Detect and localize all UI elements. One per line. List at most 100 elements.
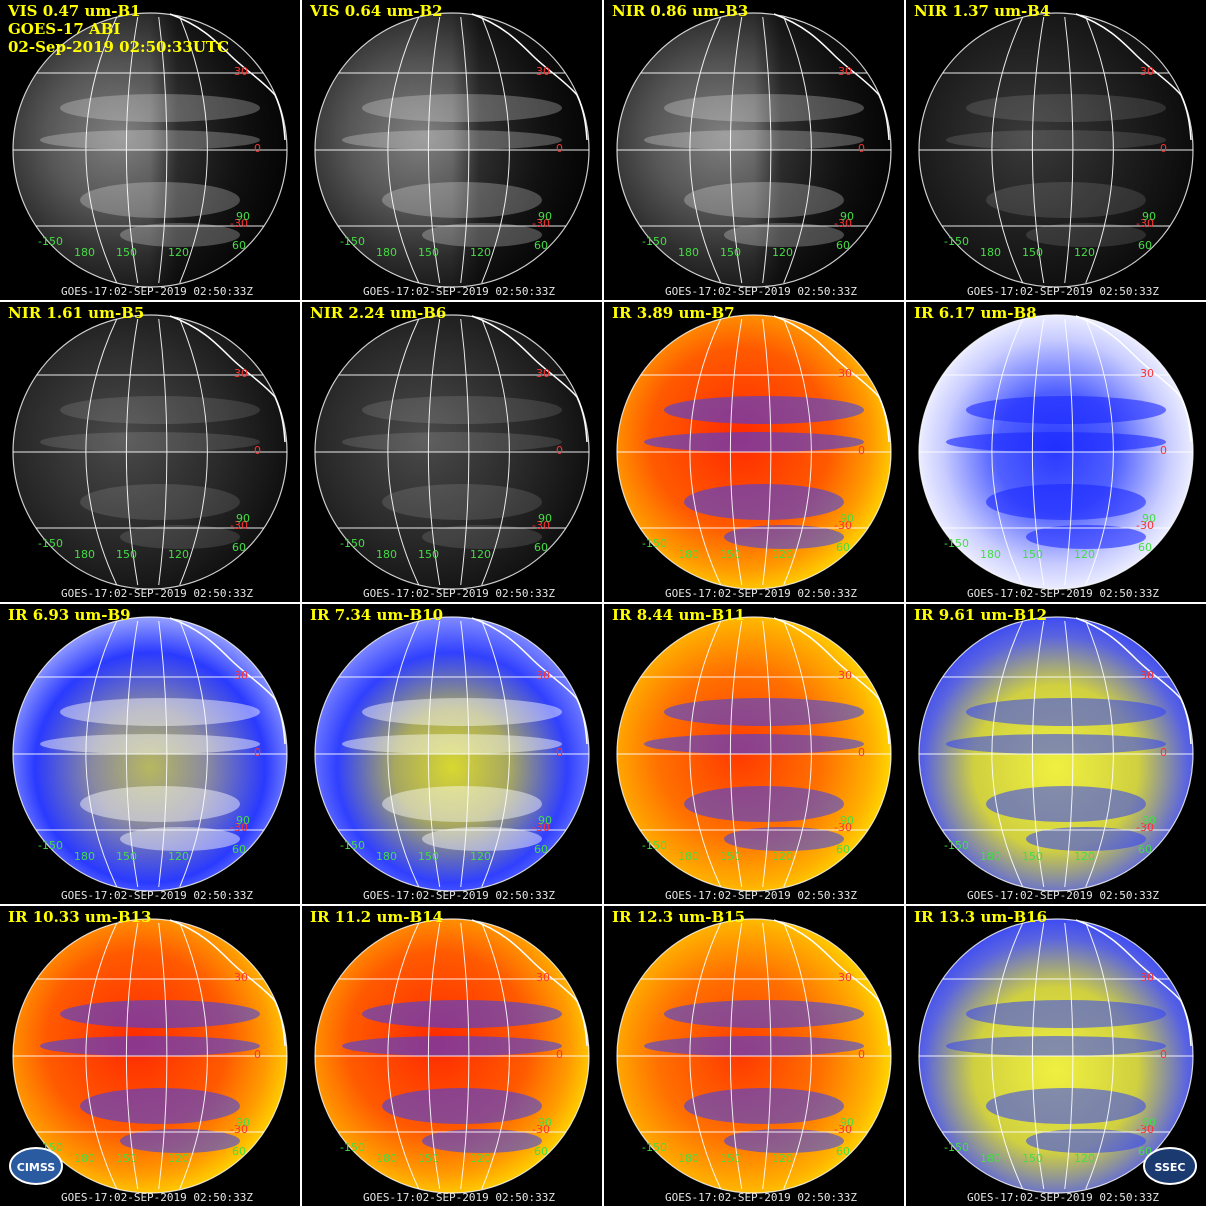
longitude-label: 60 — [836, 239, 850, 252]
band-panel: VIS 0.47 um-B1 GOES-17 ABI 02-Sep-2019 02:… — [0, 0, 300, 300]
latitude-label: 0 — [556, 746, 563, 759]
longitude-label: 90 — [538, 1116, 552, 1129]
band-title: IR 12.3 um-B15 — [612, 908, 746, 926]
band-title: NIR 1.61 um-B5 — [8, 304, 145, 322]
band-panel: IR 8.44 um-B11 30 0 -30 -150 180 150 120 60 90 GOE… — [604, 604, 904, 904]
longitude-label: 90 — [840, 1116, 854, 1129]
latitude-label: 30 — [536, 971, 550, 984]
longitude-label: 150 — [720, 548, 741, 561]
latitude-label: 30 — [234, 971, 248, 984]
panel-timestamp: GOES-17:02-SEP-2019 02:50:33Z — [60, 1191, 254, 1204]
panel-timestamp: GOES-17:02-SEP-2019 02:50:33Z — [966, 285, 1160, 298]
band-panel: NIR 0.86 um-B3 30 0 -30 -150 180 150 120 60 90 GOE… — [604, 0, 904, 300]
band-title: NIR 1.37 um-B4 — [914, 2, 1051, 20]
longitude-label: 120 — [1074, 548, 1095, 561]
coastline — [169, 919, 286, 1047]
longitude-label: 60 — [534, 239, 548, 252]
panel-timestamp: GOES-17:02-SEP-2019 02:50:33Z — [60, 587, 254, 600]
longitude-label: 150 — [418, 548, 439, 561]
longitude-label: 150 — [116, 246, 137, 259]
longitude-label: 60 — [836, 541, 850, 554]
latitude-label: 30 — [838, 65, 852, 78]
ssec-logo: SSEC — [1142, 1144, 1198, 1188]
longitude-label: 150 — [720, 1152, 741, 1165]
band-panel: NIR 2.24 um-B6 30 0 -30 -150 180 150 120 60 90 GOE… — [302, 302, 602, 602]
latitude-label: -30 — [834, 519, 852, 532]
longitude-label: 180 — [74, 1152, 95, 1165]
longitude-label: 120 — [1074, 1152, 1095, 1165]
earth-disk-image — [314, 314, 590, 590]
longitude-label: 120 — [470, 548, 491, 561]
latitude-label: -30 — [230, 821, 248, 834]
band-title: VIS 0.47 um-B1 — [8, 2, 141, 20]
graticule — [315, 922, 589, 1190]
longitude-label: 150 — [1022, 246, 1043, 259]
coastline — [471, 315, 588, 443]
latitude-label: 0 — [556, 1048, 563, 1061]
longitude-label: 90 — [538, 512, 552, 525]
longitude-label: 150 — [116, 548, 137, 561]
latitude-label: -30 — [1136, 1123, 1154, 1136]
graticule — [617, 620, 891, 888]
earth-disk-image — [12, 12, 288, 288]
latitude-label: -30 — [834, 217, 852, 230]
graticule — [13, 922, 287, 1190]
panel-timestamp: GOES-17:02-SEP-2019 02:50:33Z — [966, 889, 1160, 902]
graticule — [315, 620, 589, 888]
band-panel: IR 12.3 um-B15 30 0 -30 -150 180 150 120 60 90 GOE… — [604, 906, 904, 1206]
longitude-label: 180 — [74, 246, 95, 259]
earth-disk-image — [314, 918, 590, 1194]
graticule — [315, 16, 589, 284]
longitude-label: 120 — [470, 1152, 491, 1165]
longitude-label: 180 — [376, 246, 397, 259]
latitude-label: -30 — [1136, 821, 1154, 834]
longitude-label: 60 — [232, 1145, 246, 1158]
graticule — [13, 16, 287, 284]
earth-disk-image — [12, 918, 288, 1194]
earth-disk-image — [314, 12, 590, 288]
longitude-label: 60 — [836, 843, 850, 856]
panel-timestamp: GOES-17:02-SEP-2019 02:50:33Z — [60, 889, 254, 902]
latitude-label: 0 — [254, 746, 261, 759]
band-panel: IR 3.89 um-B7 30 0 -30 -150 180 150 120 60 90 GOES… — [604, 302, 904, 602]
latitude-label: 0 — [1160, 746, 1167, 759]
longitude-label: 60 — [534, 541, 548, 554]
longitude-label: 180 — [980, 1152, 1001, 1165]
band-title: IR 13.3 um-B16 — [914, 908, 1048, 926]
longitude-label: 60 — [232, 843, 246, 856]
longitude-label: 120 — [772, 246, 793, 259]
longitude-label: 60 — [1138, 239, 1152, 252]
band-title: IR 8.44 um-B11 — [612, 606, 746, 624]
graticule — [919, 318, 1193, 586]
panel-timestamp: GOES-17:02-SEP-2019 02:50:33Z — [60, 285, 254, 298]
longitude-label: 120 — [1074, 850, 1095, 863]
longitude-label: -150 — [38, 839, 63, 852]
longitude-label: 120 — [470, 246, 491, 259]
longitude-label: 90 — [236, 814, 250, 827]
latitude-label: 0 — [1160, 444, 1167, 457]
longitude-label: -150 — [340, 839, 365, 852]
image-datetime: 02-Sep-2019 02:50:33UTC — [8, 38, 230, 56]
longitude-label: 60 — [1138, 541, 1152, 554]
longitude-label: 90 — [1142, 512, 1156, 525]
band-title: IR 11.2 um-B14 — [310, 908, 444, 926]
svg-text:CIMSS: CIMSS — [17, 1161, 56, 1174]
coastline — [1075, 617, 1192, 745]
earth-disk-image — [616, 12, 892, 288]
coastline — [1075, 13, 1192, 141]
band-title: IR 9.61 um-B12 — [914, 606, 1048, 624]
panel-timestamp: GOES-17:02-SEP-2019 02:50:33Z — [362, 587, 556, 600]
satellite-name: GOES-17 ABI — [8, 20, 121, 38]
graticule — [315, 318, 589, 586]
band-panel: NIR 1.37 um-B4 30 0 -30 -150 180 150 120 60 90 GOE… — [906, 0, 1206, 300]
band-title: IR 10.33 um-B13 — [8, 908, 152, 926]
longitude-label: 180 — [376, 548, 397, 561]
longitude-label: 120 — [470, 850, 491, 863]
earth-disk-image — [918, 918, 1194, 1194]
longitude-label: 150 — [418, 850, 439, 863]
band-title: IR 7.34 um-B10 — [310, 606, 444, 624]
latitude-label: 0 — [858, 746, 865, 759]
longitude-label: 180 — [678, 1152, 699, 1165]
longitude-label: 180 — [980, 850, 1001, 863]
band-title: NIR 2.24 um-B6 — [310, 304, 447, 322]
